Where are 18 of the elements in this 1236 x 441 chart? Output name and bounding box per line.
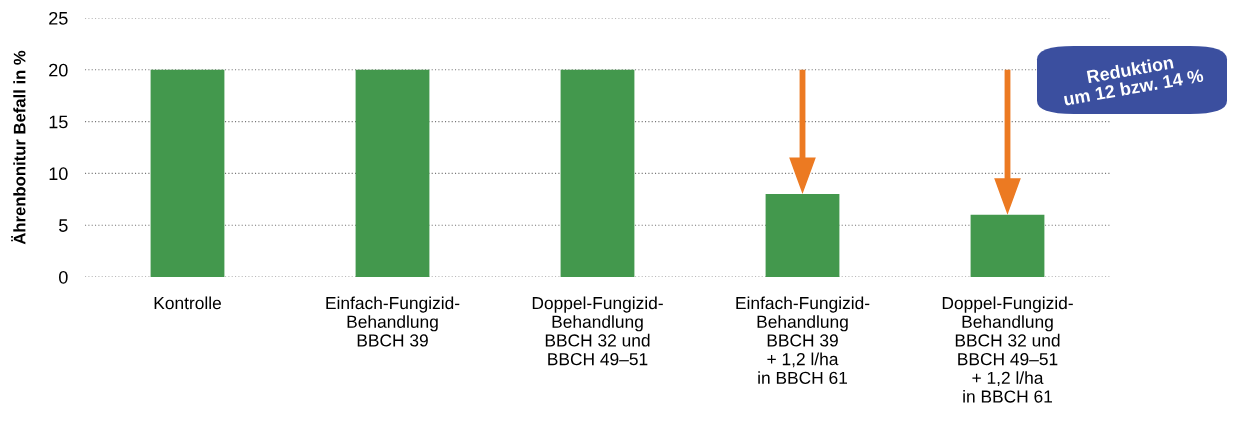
bar (150, 69, 225, 277)
y-tick-label: 15 (49, 115, 68, 129)
bar (970, 214, 1045, 277)
y-tick-label: 25 (49, 11, 68, 25)
annotation: Reduktion um 12 bzw. 14 % (1063, 55, 1204, 106)
x-tick-label: Doppel-Fungizid- Behandlung BBCH 32 und BBCH 49–51 + 1,2 l/ha in BBCH 61 (942, 296, 1073, 403)
bar (355, 69, 430, 277)
x-tick-label: Einfach-Fungizid- Behandlung BBCH 39 + 1,2 l/ha in BBCH 61 (736, 296, 870, 384)
y-tick-label: 20 (49, 63, 68, 77)
x-tick-label: Doppel-Fungizid- Behandlung BBCH 32 und BBCH 49–51 (532, 296, 663, 366)
y-axis-title: Ährenbonitur Befall in % (11, 50, 26, 245)
x-tick-label: Einfach-Fungizid- Behandlung BBCH 39 (326, 296, 460, 347)
y-tick-label: 0 (59, 270, 68, 284)
y-tick-label: 10 (49, 167, 68, 181)
bar (560, 69, 635, 277)
x-tick-label: Kontrolle (154, 296, 221, 310)
y-tick-label: 5 (59, 219, 68, 232)
bar (765, 194, 840, 277)
